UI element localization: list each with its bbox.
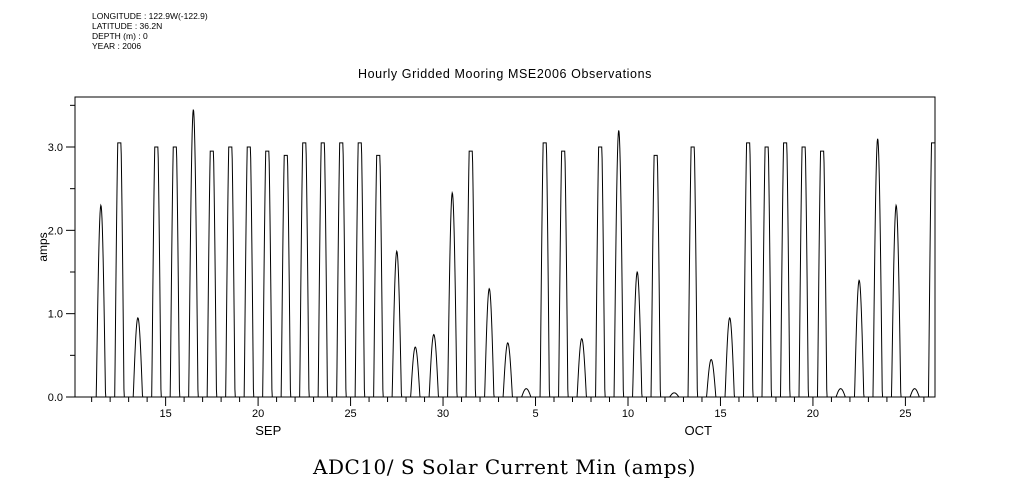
- x-tick-label: 20: [252, 408, 264, 420]
- y-tick-label: 3.0: [48, 142, 63, 154]
- x-tick-label: 15: [714, 408, 726, 420]
- x-tick-label: 5: [532, 408, 538, 420]
- data-series-line: [75, 109, 935, 398]
- chart-title: Hourly Gridded Mooring MSE2006 Observati…: [358, 67, 652, 81]
- x-tick-label: 30: [437, 408, 449, 420]
- x-tick-label: 15: [159, 408, 171, 420]
- x-tick-label: 25: [899, 408, 911, 420]
- x-tick-label: 25: [344, 408, 356, 420]
- x-tick-label: 20: [807, 408, 819, 420]
- y-tick-label: 0.0: [48, 392, 63, 404]
- y-tick-label: 2.0: [48, 225, 63, 237]
- metadata-depth: DEPTH (m) : 0: [92, 31, 148, 41]
- metadata-year: YEAR : 2006: [92, 41, 142, 51]
- metadata-latitude: LATITUDE : 36.2N: [92, 21, 163, 31]
- y-tick-label: 1.0: [48, 309, 63, 321]
- figure-caption: ADC10/ S Solar Current Min (amps): [313, 455, 696, 479]
- metadata-block: LONGITUDE : 122.9W(-122.9) LATITUDE : 36…: [92, 11, 208, 51]
- x-month-label: OCT: [685, 423, 713, 438]
- plot-frame: [74, 96, 936, 398]
- x-tick-label: 10: [622, 408, 634, 420]
- metadata-longitude: LONGITUDE : 122.9W(-122.9): [92, 11, 208, 21]
- x-month-label: SEP: [255, 423, 281, 438]
